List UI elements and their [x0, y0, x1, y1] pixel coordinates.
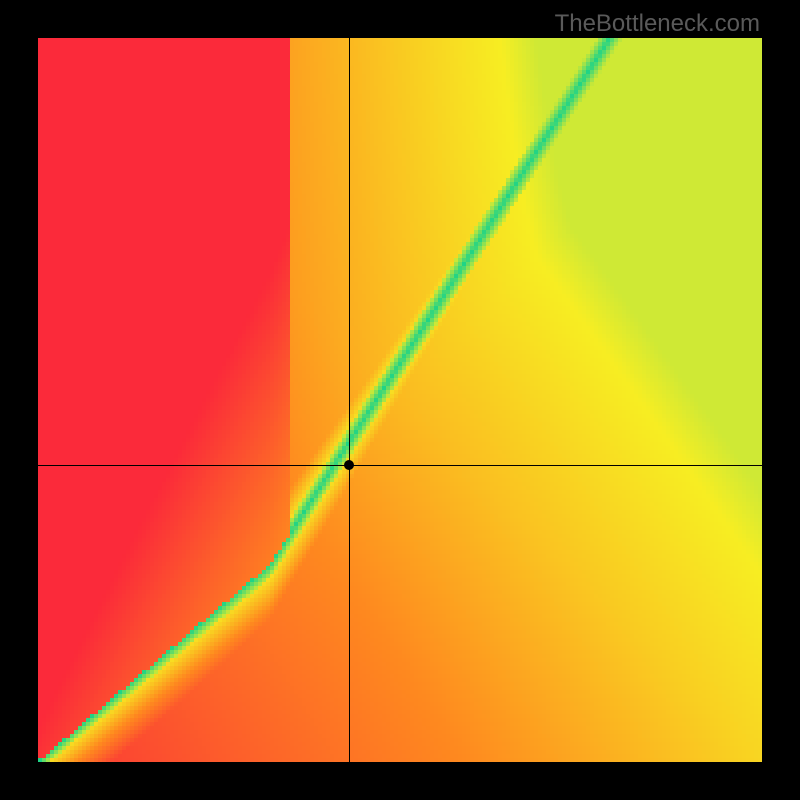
crosshair-horizontal [38, 465, 762, 466]
watermark-text: TheBottleneck.com [555, 10, 760, 38]
crosshair-vertical [349, 38, 350, 762]
chart-container: TheBottleneck.com [0, 0, 800, 800]
heatmap-canvas [38, 38, 762, 762]
